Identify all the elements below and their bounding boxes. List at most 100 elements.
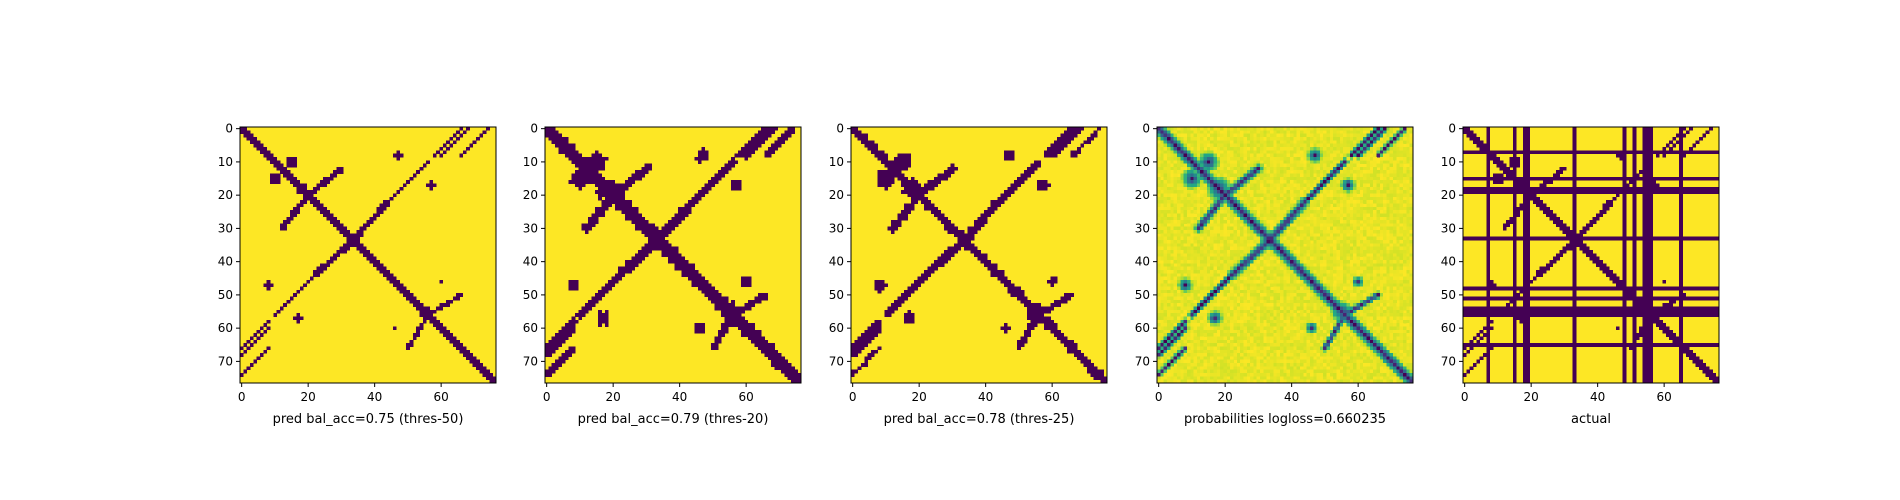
heatmap-cell [568, 150, 572, 154]
heatmap-cell [1319, 173, 1324, 178]
heatmap-cell [1403, 213, 1407, 218]
heatmap-cell [914, 196, 918, 201]
heatmap-cell [1369, 203, 1374, 208]
heatmap-cell [677, 216, 682, 221]
y-tick-label: 40 [829, 255, 844, 269]
heatmap-cell [1223, 200, 1228, 204]
heatmap-cell [1213, 236, 1218, 241]
heatmap-cell [1276, 243, 1281, 248]
heatmap-cell [1383, 170, 1387, 174]
heatmap-cell [1240, 230, 1244, 234]
heatmap-cell [1379, 166, 1384, 171]
heatmap-cell [1339, 196, 1344, 201]
heatmap-cell [1180, 133, 1184, 138]
heatmap-cell [442, 150, 447, 154]
heatmap-cell [1230, 183, 1234, 188]
heatmap-cell [486, 127, 490, 131]
heatmap-cell [681, 206, 686, 211]
heatmap-cell [983, 220, 988, 224]
heatmap-cell [1213, 160, 1218, 164]
heatmap-cell [1070, 127, 1075, 131]
heatmap-cell [1373, 190, 1377, 194]
heatmap-cell [548, 339, 553, 344]
heatmap-cell [648, 246, 652, 251]
heatmap-cell [1183, 206, 1188, 211]
heatmap-cell [1373, 133, 1377, 138]
heatmap-cell [1260, 136, 1264, 141]
heatmap-cell [877, 329, 882, 334]
heatmap-cell [787, 363, 792, 367]
heatmap-cell [1379, 243, 1384, 248]
heatmap-cell [1226, 186, 1231, 191]
heatmap-cell [1166, 153, 1171, 158]
heatmap-cell [1103, 376, 1108, 381]
heatmap-cell [1253, 136, 1258, 141]
heatmap-cell [697, 156, 702, 161]
heatmap-cell [259, 150, 264, 154]
heatmap-cell [1213, 226, 1218, 231]
heatmap-cell [1369, 173, 1374, 178]
heatmap-cell [927, 203, 932, 208]
heatmap-cell [970, 236, 975, 241]
heatmap-cell [1339, 176, 1344, 181]
heatmap-cell [611, 196, 616, 201]
y-tick-label: 60 [829, 321, 844, 335]
heatmap-cell [1349, 186, 1354, 191]
heatmap-cell [1353, 133, 1357, 138]
heatmap-cell [1386, 216, 1391, 221]
heatmap-cell [1323, 196, 1327, 201]
heatmap-cell [289, 176, 294, 181]
heatmap-cell [1353, 240, 1357, 244]
heatmap-cell [273, 156, 277, 161]
heatmap-cell [1186, 136, 1191, 141]
heatmap-cell [1173, 243, 1178, 248]
heatmap-cell [1276, 190, 1281, 194]
heatmap-cell [751, 336, 755, 341]
heatmap-cell [1296, 233, 1301, 238]
heatmap-cell [1393, 176, 1397, 181]
heatmap-cell [618, 266, 622, 271]
heatmap-cell [1220, 130, 1224, 135]
heatmap-cell [648, 223, 652, 228]
heatmap-cell [419, 326, 424, 331]
heatmap-cell [581, 223, 586, 228]
heatmap-cell [1183, 203, 1188, 208]
heatmap-cell [1353, 160, 1357, 164]
heatmap-cell [1193, 216, 1198, 221]
heatmap-cell [1383, 233, 1387, 238]
heatmap-cell [1346, 133, 1351, 138]
heatmap-cell [1253, 196, 1258, 201]
heatmap-cell [1246, 236, 1251, 241]
heatmap-cell [588, 170, 592, 174]
heatmap-cell [1246, 220, 1251, 224]
heatmap-cell [1359, 186, 1364, 191]
heatmap-cell [319, 263, 324, 268]
heatmap-cell [1256, 183, 1261, 188]
heatmap-cell [974, 226, 978, 231]
heatmap-cell [1243, 216, 1248, 221]
heatmap-cell [296, 319, 301, 324]
heatmap-cell [1349, 143, 1354, 148]
heatmap-cell [894, 299, 898, 304]
heatmap-cell [1353, 203, 1357, 208]
heatmap-cell [880, 283, 885, 287]
heatmap-cell [601, 206, 606, 211]
heatmap-cell [751, 333, 755, 337]
heatmap-cell [551, 339, 556, 344]
heatmap-cell [900, 160, 905, 164]
heatmap-cell [774, 356, 779, 361]
heatmap-cell [947, 166, 952, 171]
heatmap-cell [1406, 153, 1411, 158]
heatmap-cell [694, 276, 699, 281]
heatmap-cell [1339, 233, 1344, 238]
heatmap-cell [1329, 233, 1334, 238]
heatmap-cell [1196, 213, 1201, 218]
heatmap-cell [1253, 203, 1258, 208]
heatmap-cell [751, 146, 755, 151]
heatmap-cell [1226, 193, 1231, 198]
heatmap-cell [1383, 226, 1387, 231]
heatmap-cell [1379, 146, 1384, 151]
heatmap-cell [1256, 216, 1261, 221]
heatmap-cell [486, 373, 490, 377]
heatmap-cell [1286, 143, 1291, 148]
